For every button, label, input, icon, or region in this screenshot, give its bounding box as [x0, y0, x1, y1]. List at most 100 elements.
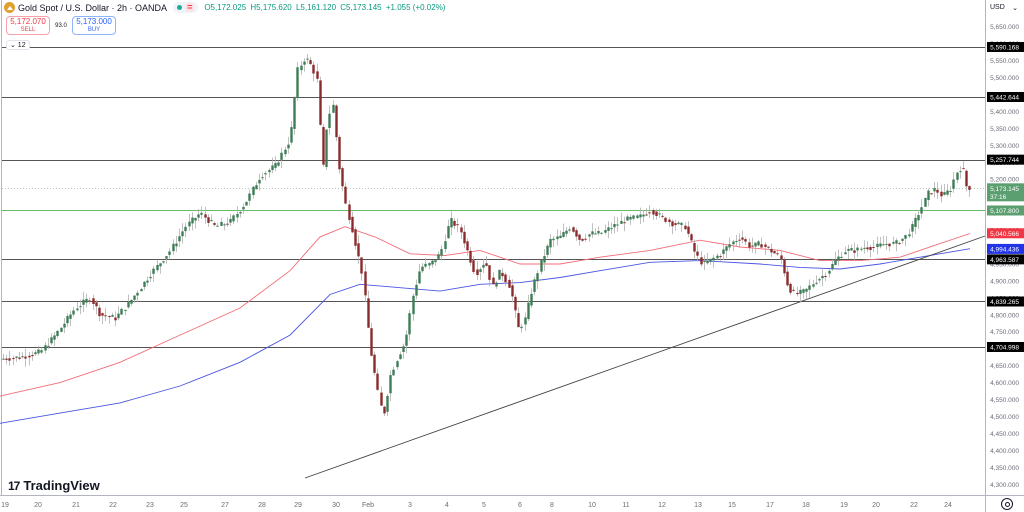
- candle: [645, 214, 648, 216]
- candle: [655, 211, 658, 216]
- candle: [463, 231, 466, 244]
- candle: [533, 279, 536, 292]
- candle: [162, 261, 165, 263]
- candle: [440, 249, 443, 256]
- candle: [408, 313, 411, 335]
- candle: [866, 247, 869, 250]
- candle: [8, 358, 11, 361]
- candle: [274, 162, 277, 168]
- candle: [703, 260, 706, 262]
- level-price-label: [987, 91, 1024, 102]
- candle: [818, 279, 821, 281]
- sell-label: SELL: [20, 26, 36, 33]
- tradingview-logo[interactable]: 17 TradingView: [8, 478, 100, 493]
- time-axis[interactable]: 19 20 21 22 23 25 27 28 29 30 Feb 3 4 5 6 8 10 11 12 13 15 17…: [1, 502, 952, 509]
- candle: [572, 227, 575, 232]
- candle: [181, 231, 184, 237]
- candle: [863, 247, 866, 249]
- candle: [149, 276, 152, 279]
- candle: [469, 250, 472, 263]
- candle: [280, 152, 283, 160]
- currency-label: USD: [990, 4, 1005, 11]
- candle: [933, 188, 936, 192]
- candle: [565, 230, 568, 234]
- candle: [847, 248, 850, 251]
- candle: [924, 197, 927, 207]
- candle: [943, 192, 946, 195]
- candle: [607, 227, 610, 231]
- candle: [677, 222, 680, 225]
- status-pill[interactable]: =: [173, 2, 199, 13]
- ohlc-close: C5,173.145: [340, 3, 382, 12]
- candle: [60, 327, 63, 332]
- candle: [805, 288, 808, 292]
- time-tick-label: 6: [518, 502, 522, 509]
- price-tick-label: 4,950.000: [990, 261, 1019, 268]
- price-tick-label: 4,500.000: [990, 414, 1019, 421]
- candle: [914, 217, 917, 227]
- time-tick-label: 30: [332, 502, 340, 509]
- candle: [511, 285, 514, 297]
- candle: [236, 213, 239, 218]
- price-tick-label: 4,400.000: [990, 448, 1019, 455]
- candle: [552, 238, 555, 241]
- sell-button[interactable]: 5,172.070 SELL: [6, 16, 50, 35]
- settings-gear-icon[interactable]: [1001, 498, 1013, 510]
- candle: [514, 296, 517, 311]
- horizontal-levels[interactable]: [2, 47, 985, 348]
- candle: [946, 190, 949, 195]
- candle: [108, 316, 111, 318]
- candle: [357, 243, 360, 257]
- candle: [303, 61, 306, 65]
- candle: [156, 264, 159, 271]
- time-tick-label: 20: [872, 502, 880, 509]
- candle: [85, 298, 88, 303]
- candle: [124, 309, 127, 311]
- candle: [965, 170, 968, 187]
- candle: [66, 316, 69, 324]
- candle: [306, 58, 309, 60]
- candle: [930, 193, 933, 195]
- currency-selector[interactable]: USD ⌄: [986, 2, 1024, 16]
- candle: [850, 248, 853, 251]
- buy-button[interactable]: 5,173.000 BUY: [72, 16, 116, 35]
- candle: [479, 269, 482, 272]
- candle: [952, 179, 955, 189]
- moving-average-blue[interactable]: [0, 248, 971, 424]
- candle: [725, 246, 728, 251]
- candle: [117, 313, 120, 319]
- indicators-collapse-button[interactable]: ⌄ 12: [6, 40, 30, 50]
- candle: [853, 250, 856, 253]
- bar-countdown: 37:16: [990, 194, 1007, 201]
- time-tick-label: 10: [588, 502, 596, 509]
- candle: [389, 375, 392, 394]
- candle: [72, 310, 75, 315]
- price-tick-label: 4,800.000: [990, 312, 1019, 319]
- time-tick-label: 11: [622, 502, 629, 509]
- symbol-title[interactable]: Gold Spot / U.S. Dollar · 2h · OANDA: [18, 2, 168, 13]
- candle: [421, 266, 424, 272]
- candle: [709, 258, 712, 262]
- trendline[interactable]: [304, 235, 986, 479]
- candle: [757, 241, 760, 246]
- candle: [79, 306, 82, 308]
- candle: [917, 215, 920, 221]
- candle: [98, 307, 101, 317]
- svg-text:4,994.436: 4,994.436: [990, 246, 1019, 253]
- svg-text:5,442.644: 5,442.644: [990, 94, 1019, 101]
- price-tick-label: 4,450.000: [990, 431, 1019, 438]
- candle: [568, 229, 571, 231]
- candlesticks[interactable]: [2, 54, 971, 417]
- gold-symbol-icon: [4, 2, 15, 13]
- moving-average-red[interactable]: [0, 226, 971, 397]
- candle: [466, 241, 469, 251]
- candle: [776, 253, 779, 255]
- candle: [632, 215, 635, 219]
- candle: [168, 251, 171, 255]
- candle: [252, 186, 255, 196]
- candle: [546, 245, 549, 255]
- candle: [732, 241, 735, 245]
- candle: [540, 259, 543, 272]
- buy-price: 5,173.000: [76, 16, 112, 26]
